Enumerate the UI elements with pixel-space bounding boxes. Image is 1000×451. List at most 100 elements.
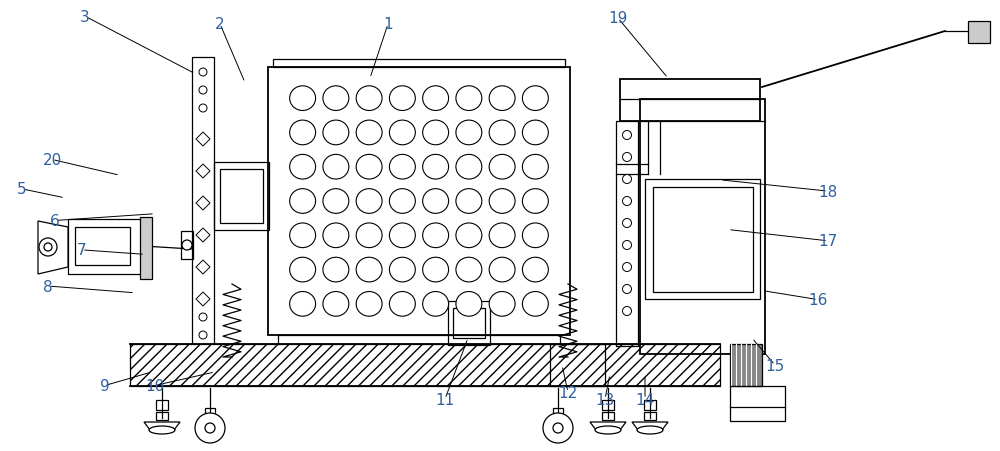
- Ellipse shape: [456, 155, 482, 179]
- Bar: [220, 170, 263, 224]
- Ellipse shape: [423, 292, 449, 317]
- Bar: [553, 408, 563, 418]
- Bar: [616, 122, 638, 346]
- Ellipse shape: [423, 258, 449, 282]
- Circle shape: [622, 307, 632, 316]
- Ellipse shape: [323, 87, 349, 111]
- Circle shape: [205, 423, 215, 433]
- Ellipse shape: [356, 121, 382, 146]
- Polygon shape: [144, 422, 180, 430]
- Circle shape: [553, 423, 563, 433]
- Ellipse shape: [323, 121, 349, 146]
- Circle shape: [182, 240, 192, 250]
- Bar: [156, 400, 168, 410]
- Ellipse shape: [456, 189, 482, 214]
- Ellipse shape: [489, 258, 515, 282]
- Ellipse shape: [389, 87, 415, 111]
- Bar: [130, 344, 720, 386]
- Text: 15: 15: [765, 358, 785, 373]
- Ellipse shape: [489, 155, 515, 179]
- Bar: [602, 400, 614, 410]
- Text: 13: 13: [595, 391, 615, 407]
- Ellipse shape: [489, 121, 515, 146]
- Bar: [140, 217, 152, 279]
- Text: 5: 5: [17, 182, 27, 197]
- Bar: [602, 412, 614, 420]
- Circle shape: [199, 331, 207, 339]
- Bar: [644, 412, 656, 420]
- Ellipse shape: [290, 189, 316, 214]
- Ellipse shape: [456, 121, 482, 146]
- Bar: [156, 412, 168, 420]
- Bar: [181, 231, 193, 259]
- Ellipse shape: [489, 292, 515, 317]
- Circle shape: [622, 131, 632, 140]
- Ellipse shape: [389, 223, 415, 248]
- Ellipse shape: [423, 223, 449, 248]
- Polygon shape: [196, 260, 210, 274]
- Circle shape: [199, 87, 207, 95]
- Ellipse shape: [323, 292, 349, 317]
- Ellipse shape: [489, 189, 515, 214]
- Ellipse shape: [290, 121, 316, 146]
- Ellipse shape: [356, 189, 382, 214]
- Polygon shape: [196, 229, 210, 243]
- Text: 10: 10: [145, 378, 165, 393]
- Ellipse shape: [356, 292, 382, 317]
- Bar: [68, 220, 143, 274]
- Ellipse shape: [290, 292, 316, 317]
- Polygon shape: [632, 422, 668, 430]
- Bar: [653, 188, 753, 292]
- Polygon shape: [196, 292, 210, 306]
- Ellipse shape: [522, 258, 548, 282]
- Ellipse shape: [323, 189, 349, 214]
- Bar: [730, 344, 762, 386]
- Polygon shape: [196, 197, 210, 211]
- Bar: [644, 400, 656, 410]
- Ellipse shape: [423, 155, 449, 179]
- Ellipse shape: [522, 223, 548, 248]
- Ellipse shape: [637, 426, 663, 434]
- Ellipse shape: [389, 292, 415, 317]
- Ellipse shape: [489, 87, 515, 111]
- Bar: [278, 335, 560, 347]
- Text: 9: 9: [100, 378, 110, 393]
- Bar: [75, 227, 130, 265]
- Ellipse shape: [389, 189, 415, 214]
- Text: 16: 16: [808, 292, 828, 308]
- Polygon shape: [196, 165, 210, 179]
- Text: 3: 3: [80, 9, 90, 25]
- Ellipse shape: [456, 258, 482, 282]
- Ellipse shape: [356, 87, 382, 111]
- Ellipse shape: [522, 155, 548, 179]
- Circle shape: [622, 153, 632, 162]
- Text: 18: 18: [818, 184, 838, 199]
- Bar: [645, 179, 760, 299]
- Ellipse shape: [389, 121, 415, 146]
- Bar: [550, 344, 605, 386]
- Ellipse shape: [290, 258, 316, 282]
- Circle shape: [199, 105, 207, 113]
- Polygon shape: [590, 422, 626, 430]
- Ellipse shape: [389, 155, 415, 179]
- Text: 11: 11: [435, 391, 455, 407]
- Circle shape: [543, 413, 573, 443]
- Bar: [620, 80, 760, 122]
- Circle shape: [199, 69, 207, 77]
- Circle shape: [44, 244, 52, 252]
- Bar: [968, 22, 990, 44]
- Ellipse shape: [489, 223, 515, 248]
- Circle shape: [195, 413, 225, 443]
- Circle shape: [622, 175, 632, 184]
- Ellipse shape: [389, 258, 415, 282]
- Ellipse shape: [456, 223, 482, 248]
- Ellipse shape: [356, 258, 382, 282]
- Polygon shape: [38, 221, 68, 274]
- Bar: [214, 163, 269, 230]
- Circle shape: [622, 219, 632, 228]
- Ellipse shape: [522, 189, 548, 214]
- Polygon shape: [196, 133, 210, 147]
- Text: 20: 20: [42, 152, 62, 168]
- Bar: [640, 100, 765, 354]
- Bar: [268, 68, 570, 335]
